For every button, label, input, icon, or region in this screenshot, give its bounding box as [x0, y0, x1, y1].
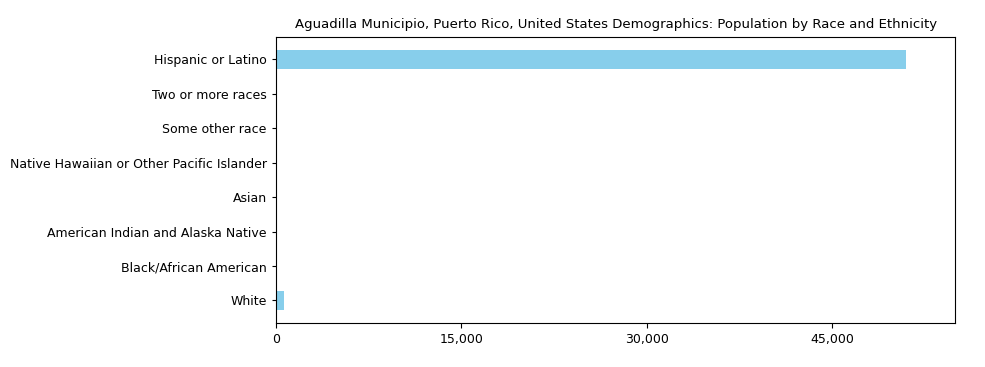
- Bar: [276, 291, 285, 310]
- Bar: [276, 50, 906, 69]
- Title: Aguadilla Municipio, Puerto Rico, United States Demographics: Population by Race: Aguadilla Municipio, Puerto Rico, United…: [295, 18, 937, 31]
